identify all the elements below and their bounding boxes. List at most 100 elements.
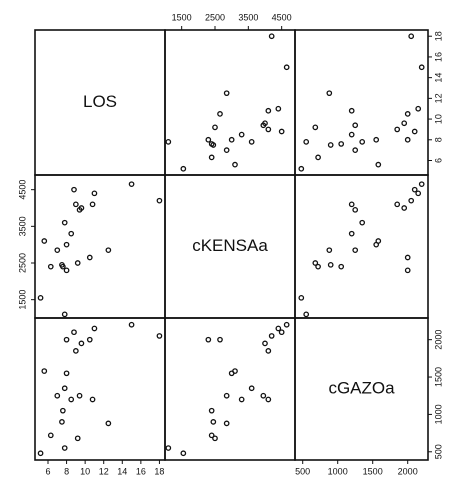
point <box>86 336 93 343</box>
point <box>105 420 112 427</box>
point <box>61 219 68 226</box>
point <box>327 142 334 148</box>
y-tick-label: 4500 <box>17 180 27 200</box>
point <box>260 392 267 399</box>
point <box>303 139 310 145</box>
panel <box>294 317 429 461</box>
point <box>78 205 85 211</box>
point <box>208 407 215 414</box>
variable-label: cKENSAa <box>192 236 268 255</box>
point <box>262 340 268 347</box>
point <box>63 336 70 343</box>
point <box>315 154 321 161</box>
variable-label: LOS <box>83 92 117 111</box>
point <box>212 124 218 131</box>
panel <box>294 174 429 319</box>
x-tick-label: 4500 <box>272 12 292 22</box>
y-tick-label: 1000 <box>433 404 443 424</box>
point <box>265 348 272 354</box>
point <box>348 107 355 114</box>
point <box>91 325 98 332</box>
point <box>373 241 380 248</box>
point <box>348 131 355 138</box>
point <box>76 392 83 399</box>
point <box>375 161 382 168</box>
point <box>359 219 366 226</box>
point <box>63 267 70 274</box>
point <box>180 165 187 172</box>
x-tick-label: 2000 <box>398 466 418 476</box>
point <box>401 205 408 211</box>
x-tick-label: 14 <box>117 466 127 476</box>
point <box>248 385 255 392</box>
point <box>338 141 345 147</box>
point <box>37 450 44 457</box>
point <box>54 247 61 254</box>
point <box>283 321 290 328</box>
x-tick-label: 10 <box>80 466 90 476</box>
point <box>278 128 285 135</box>
point <box>223 147 230 153</box>
point <box>283 64 290 71</box>
point <box>210 419 217 425</box>
point <box>89 201 96 208</box>
point <box>275 105 282 112</box>
point <box>338 263 345 270</box>
point <box>91 190 98 197</box>
x-tick-label: 18 <box>154 466 164 476</box>
point <box>61 385 68 392</box>
point <box>60 263 66 270</box>
point <box>128 181 135 188</box>
point <box>373 136 380 143</box>
point <box>348 230 355 237</box>
point <box>238 396 245 403</box>
point <box>61 311 68 318</box>
point <box>228 136 235 143</box>
point <box>312 124 319 131</box>
x-tick-label: 1500 <box>363 466 383 476</box>
point <box>205 336 212 343</box>
point <box>73 201 79 208</box>
point <box>223 90 230 97</box>
x-tick-label: 500 <box>295 466 310 476</box>
y-tick-label: 1500 <box>433 367 443 387</box>
x-tick-label: 16 <box>136 466 146 476</box>
point <box>205 136 212 143</box>
point <box>71 186 77 193</box>
point <box>312 260 319 266</box>
panel <box>34 174 166 319</box>
point <box>74 435 81 442</box>
point <box>68 396 75 403</box>
point <box>352 122 359 129</box>
point <box>86 254 93 261</box>
point <box>352 147 359 153</box>
point <box>47 263 54 270</box>
point <box>278 329 285 336</box>
point <box>61 445 68 451</box>
point <box>401 120 408 127</box>
point <box>71 329 77 336</box>
y-tick-label: 10 <box>433 114 443 124</box>
point <box>165 445 172 451</box>
point <box>315 263 321 270</box>
point <box>265 396 272 403</box>
point <box>348 201 355 208</box>
point <box>228 370 235 377</box>
point <box>404 136 411 143</box>
point <box>268 333 275 339</box>
point <box>268 33 275 40</box>
panel <box>164 29 296 176</box>
y-tick-label: 6 <box>433 158 443 163</box>
x-tick-label: 2500 <box>205 12 225 22</box>
point <box>418 181 425 188</box>
panel <box>164 317 296 461</box>
point <box>180 450 187 457</box>
point <box>408 33 415 40</box>
y-tick-label: 8 <box>433 137 443 142</box>
point <box>59 419 65 425</box>
variable-label: cGAZOa <box>328 378 395 397</box>
point <box>352 206 359 213</box>
point <box>415 105 422 112</box>
point <box>208 154 215 161</box>
point <box>352 247 359 254</box>
